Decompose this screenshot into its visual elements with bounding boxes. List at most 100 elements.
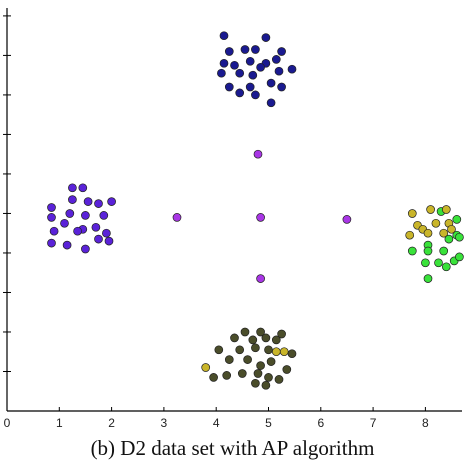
- data-point: [91, 222, 101, 232]
- data-point: [274, 66, 284, 76]
- data-point: [261, 33, 271, 42]
- data-point: [287, 64, 297, 74]
- data-point: [266, 98, 276, 108]
- data-point: [277, 82, 286, 92]
- data-point: [423, 246, 433, 256]
- x-tick-label: 6: [317, 416, 324, 430]
- x-tick-label: 2: [108, 416, 115, 430]
- data-point: [222, 371, 232, 380]
- data-point: [240, 45, 250, 54]
- data-point: [256, 213, 265, 222]
- data-point: [73, 226, 82, 236]
- data-point: [230, 333, 239, 343]
- data-point: [214, 345, 224, 355]
- data-point: [455, 252, 464, 262]
- data-point: [423, 274, 433, 283]
- data-point: [447, 224, 456, 234]
- x-tick-label: 4: [213, 416, 220, 430]
- data-point: [407, 246, 417, 256]
- data-point: [172, 213, 182, 222]
- data-points: [47, 31, 464, 390]
- data-point: [253, 149, 263, 159]
- data-point: [253, 369, 263, 378]
- data-point: [47, 203, 56, 212]
- data-point: [245, 82, 255, 92]
- data-point: [444, 234, 454, 244]
- data-point: [81, 211, 90, 220]
- data-point: [251, 45, 260, 54]
- data-point: [287, 349, 297, 359]
- data-point: [49, 226, 59, 236]
- data-point: [421, 258, 430, 268]
- data-point: [248, 70, 258, 80]
- x-tick-label: 5: [265, 416, 272, 430]
- data-point: [99, 211, 109, 220]
- data-point: [256, 361, 265, 370]
- data-point: [266, 78, 276, 88]
- data-point: [248, 335, 258, 345]
- data-point: [423, 228, 433, 238]
- data-point: [217, 68, 226, 78]
- data-point: [68, 195, 77, 204]
- data-point: [264, 373, 273, 382]
- data-point: [235, 88, 245, 98]
- x-tick-label: 1: [56, 416, 63, 430]
- data-point: [271, 347, 281, 357]
- data-point: [407, 209, 417, 218]
- data-point: [261, 380, 271, 390]
- data-point: [83, 197, 93, 206]
- data-point: [94, 234, 103, 244]
- x-tick-label: 0: [4, 416, 11, 430]
- figure-caption: (b) D2 data set with AP algorithm: [90, 436, 375, 460]
- data-point: [441, 205, 451, 214]
- data-point: [235, 345, 245, 355]
- data-point: [441, 262, 451, 272]
- data-point: [434, 258, 443, 268]
- data-point: [94, 199, 103, 208]
- data-point: [240, 327, 250, 337]
- data-point: [60, 218, 69, 228]
- data-point: [81, 244, 90, 254]
- data-point: [271, 55, 281, 64]
- data-point: [256, 274, 265, 283]
- data-point: [107, 197, 116, 206]
- data-point: [439, 246, 449, 256]
- data-point: [431, 218, 441, 228]
- data-point: [279, 347, 289, 357]
- data-point: [439, 228, 449, 238]
- data-point: [282, 365, 292, 374]
- data-point: [224, 47, 234, 56]
- data-point: [277, 47, 286, 56]
- data-point: [251, 343, 260, 353]
- x-tick-label: 7: [370, 416, 377, 430]
- data-point: [78, 183, 88, 193]
- data-point: [65, 209, 75, 218]
- data-point: [219, 31, 229, 41]
- data-point: [256, 62, 265, 72]
- data-point: [266, 357, 276, 366]
- data-point: [68, 183, 77, 193]
- data-point: [245, 56, 255, 66]
- data-point: [426, 205, 435, 214]
- data-point: [256, 327, 265, 337]
- data-point: [201, 363, 211, 372]
- data-point: [102, 228, 111, 238]
- data-point: [251, 378, 260, 388]
- data-point: [237, 369, 247, 378]
- data-point: [219, 58, 229, 68]
- data-point: [274, 375, 284, 384]
- data-point: [62, 240, 72, 250]
- data-point: [342, 215, 352, 224]
- x-tick-label: 8: [422, 416, 429, 430]
- data-point: [104, 236, 114, 246]
- data-point: [47, 213, 56, 222]
- data-point: [47, 238, 56, 248]
- x-tick-label: 3: [161, 416, 168, 430]
- data-point: [251, 90, 260, 100]
- data-point: [261, 333, 271, 343]
- axes: 0 1 2 3 4 5 6 7 8: [3, 8, 462, 430]
- data-point: [224, 82, 234, 92]
- data-point: [209, 373, 218, 382]
- data-point: [405, 230, 415, 240]
